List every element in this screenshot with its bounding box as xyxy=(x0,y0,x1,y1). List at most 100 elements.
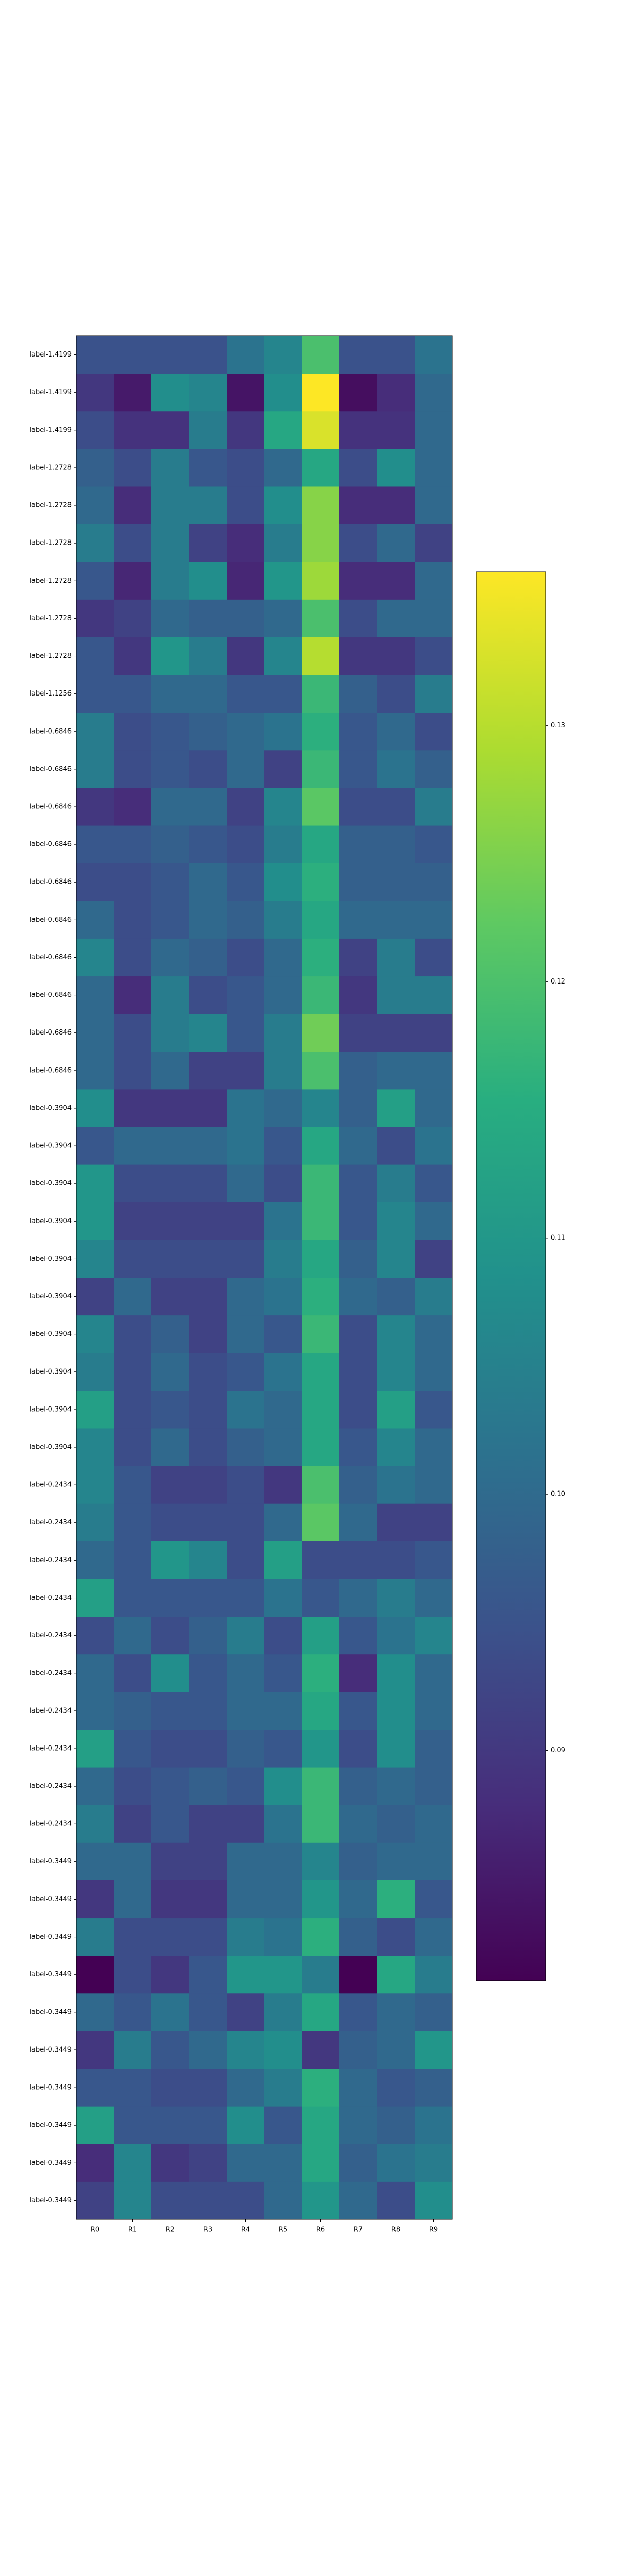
heatmap-cell xyxy=(114,938,152,977)
heatmap-cell xyxy=(302,449,340,487)
y-tick-label: label-0.2434 xyxy=(29,1707,72,1715)
heatmap-cell xyxy=(264,1353,302,1391)
heatmap-cell xyxy=(227,1617,265,1655)
heatmap-cell xyxy=(377,1617,415,1655)
heatmap-cell xyxy=(227,976,265,1014)
heatmap-cell xyxy=(151,1956,190,1994)
y-tick-label: label-0.3904 xyxy=(29,1368,72,1376)
heatmap-cell xyxy=(76,976,114,1014)
heatmap-cell xyxy=(415,825,453,864)
heatmap-cell xyxy=(76,825,114,864)
heatmap-cell xyxy=(302,1391,340,1429)
heatmap-cell xyxy=(114,863,152,902)
heatmap-cell xyxy=(227,2031,265,2070)
heatmap-cell xyxy=(114,1918,152,1956)
heatmap-cell xyxy=(264,1428,302,1467)
heatmap-cell xyxy=(264,1993,302,2031)
heatmap-cell xyxy=(76,2106,114,2145)
y-tick-label: label-1.2728 xyxy=(29,652,72,660)
y-tick-label: label-1.4199 xyxy=(29,426,72,434)
heatmap-cell xyxy=(302,750,340,788)
heatmap-cell xyxy=(151,637,190,675)
y-tick-label: label-0.6846 xyxy=(29,1066,72,1074)
heatmap-cell xyxy=(302,901,340,939)
heatmap-cell xyxy=(377,1089,415,1128)
heatmap-cell xyxy=(339,1240,377,1278)
colorbar-tick-label: 0.12 xyxy=(551,978,565,986)
heatmap-cell xyxy=(339,2069,377,2107)
heatmap-cell xyxy=(415,1730,453,1768)
heatmap-cell xyxy=(415,336,453,374)
y-tick-label: label-0.2434 xyxy=(29,1783,72,1790)
heatmap-cell xyxy=(114,1880,152,1919)
heatmap-cell xyxy=(302,1503,340,1542)
heatmap-cell xyxy=(76,2144,114,2182)
heatmap-cell xyxy=(415,1654,453,1692)
heatmap-cell xyxy=(264,1842,302,1881)
heatmap-cell xyxy=(114,1353,152,1391)
heatmap-cell xyxy=(114,901,152,939)
heatmap-cell xyxy=(114,2181,152,2220)
heatmap-cell xyxy=(151,562,190,600)
heatmap-cell xyxy=(415,863,453,902)
heatmap-cell xyxy=(339,1428,377,1467)
heatmap-cell xyxy=(76,1617,114,1655)
heatmap-cell xyxy=(189,1692,227,1730)
heatmap-cell xyxy=(377,449,415,487)
y-tick-label: label-0.3904 xyxy=(29,1180,72,1188)
y-tick-label: label-0.3449 xyxy=(29,1971,72,1978)
y-tick-label: label-0.3449 xyxy=(29,2197,72,2205)
heatmap-cell xyxy=(339,1918,377,1956)
heatmap-cell xyxy=(227,1579,265,1617)
heatmap-cell xyxy=(302,2181,340,2220)
heatmap-cell xyxy=(227,1127,265,1165)
y-tick-label: label-0.3904 xyxy=(29,1405,72,1413)
heatmap-cell xyxy=(114,1767,152,1806)
heatmap-cell xyxy=(264,1805,302,1843)
heatmap-cell xyxy=(377,1278,415,1316)
y-tick-label: label-0.2434 xyxy=(29,1820,72,1828)
heatmap-cell xyxy=(76,1315,114,1353)
heatmap-cell xyxy=(189,1993,227,2031)
heatmap-cell xyxy=(377,1918,415,1956)
y-tick-label: label-0.6846 xyxy=(29,916,72,924)
heatmap-cell xyxy=(76,524,114,563)
heatmap-cell xyxy=(264,1767,302,1806)
heatmap-cell xyxy=(189,1391,227,1429)
heatmap-cell xyxy=(339,1391,377,1429)
heatmap-cell xyxy=(151,1805,190,1843)
heatmap-cell xyxy=(264,750,302,788)
heatmap-cell xyxy=(415,2031,453,2070)
heatmap-cell xyxy=(377,976,415,1014)
heatmap-cell xyxy=(189,675,227,713)
heatmap-cell xyxy=(151,486,190,525)
heatmap-cell xyxy=(415,1767,453,1806)
heatmap-cell xyxy=(264,637,302,675)
heatmap-cell xyxy=(302,374,340,412)
heatmap-cell xyxy=(227,374,265,412)
heatmap-cell xyxy=(227,938,265,977)
heatmap-cell xyxy=(227,1164,265,1203)
heatmap-cell xyxy=(302,2031,340,2070)
heatmap-cell xyxy=(302,1240,340,1278)
heatmap-cell xyxy=(227,1466,265,1504)
heatmap-cell xyxy=(227,901,265,939)
heatmap-cell xyxy=(227,562,265,600)
heatmap-cell xyxy=(114,825,152,864)
heatmap-cell xyxy=(302,1767,340,1806)
heatmap-cell xyxy=(114,1617,152,1655)
heatmap-cell xyxy=(151,2031,190,2070)
heatmap-cell xyxy=(76,1164,114,1203)
heatmap-cell xyxy=(151,675,190,713)
heatmap-cell xyxy=(189,976,227,1014)
heatmap-cell xyxy=(114,1993,152,2031)
heatmap-cell xyxy=(189,2181,227,2220)
heatmap-cell xyxy=(415,1353,453,1391)
heatmap-cell xyxy=(76,1014,114,1052)
heatmap-cell xyxy=(415,524,453,563)
heatmap-cell xyxy=(76,1278,114,1316)
heatmap-cell xyxy=(227,2144,265,2182)
heatmap-cell xyxy=(415,1842,453,1881)
heatmap-cell xyxy=(339,562,377,600)
heatmap-cell xyxy=(189,374,227,412)
